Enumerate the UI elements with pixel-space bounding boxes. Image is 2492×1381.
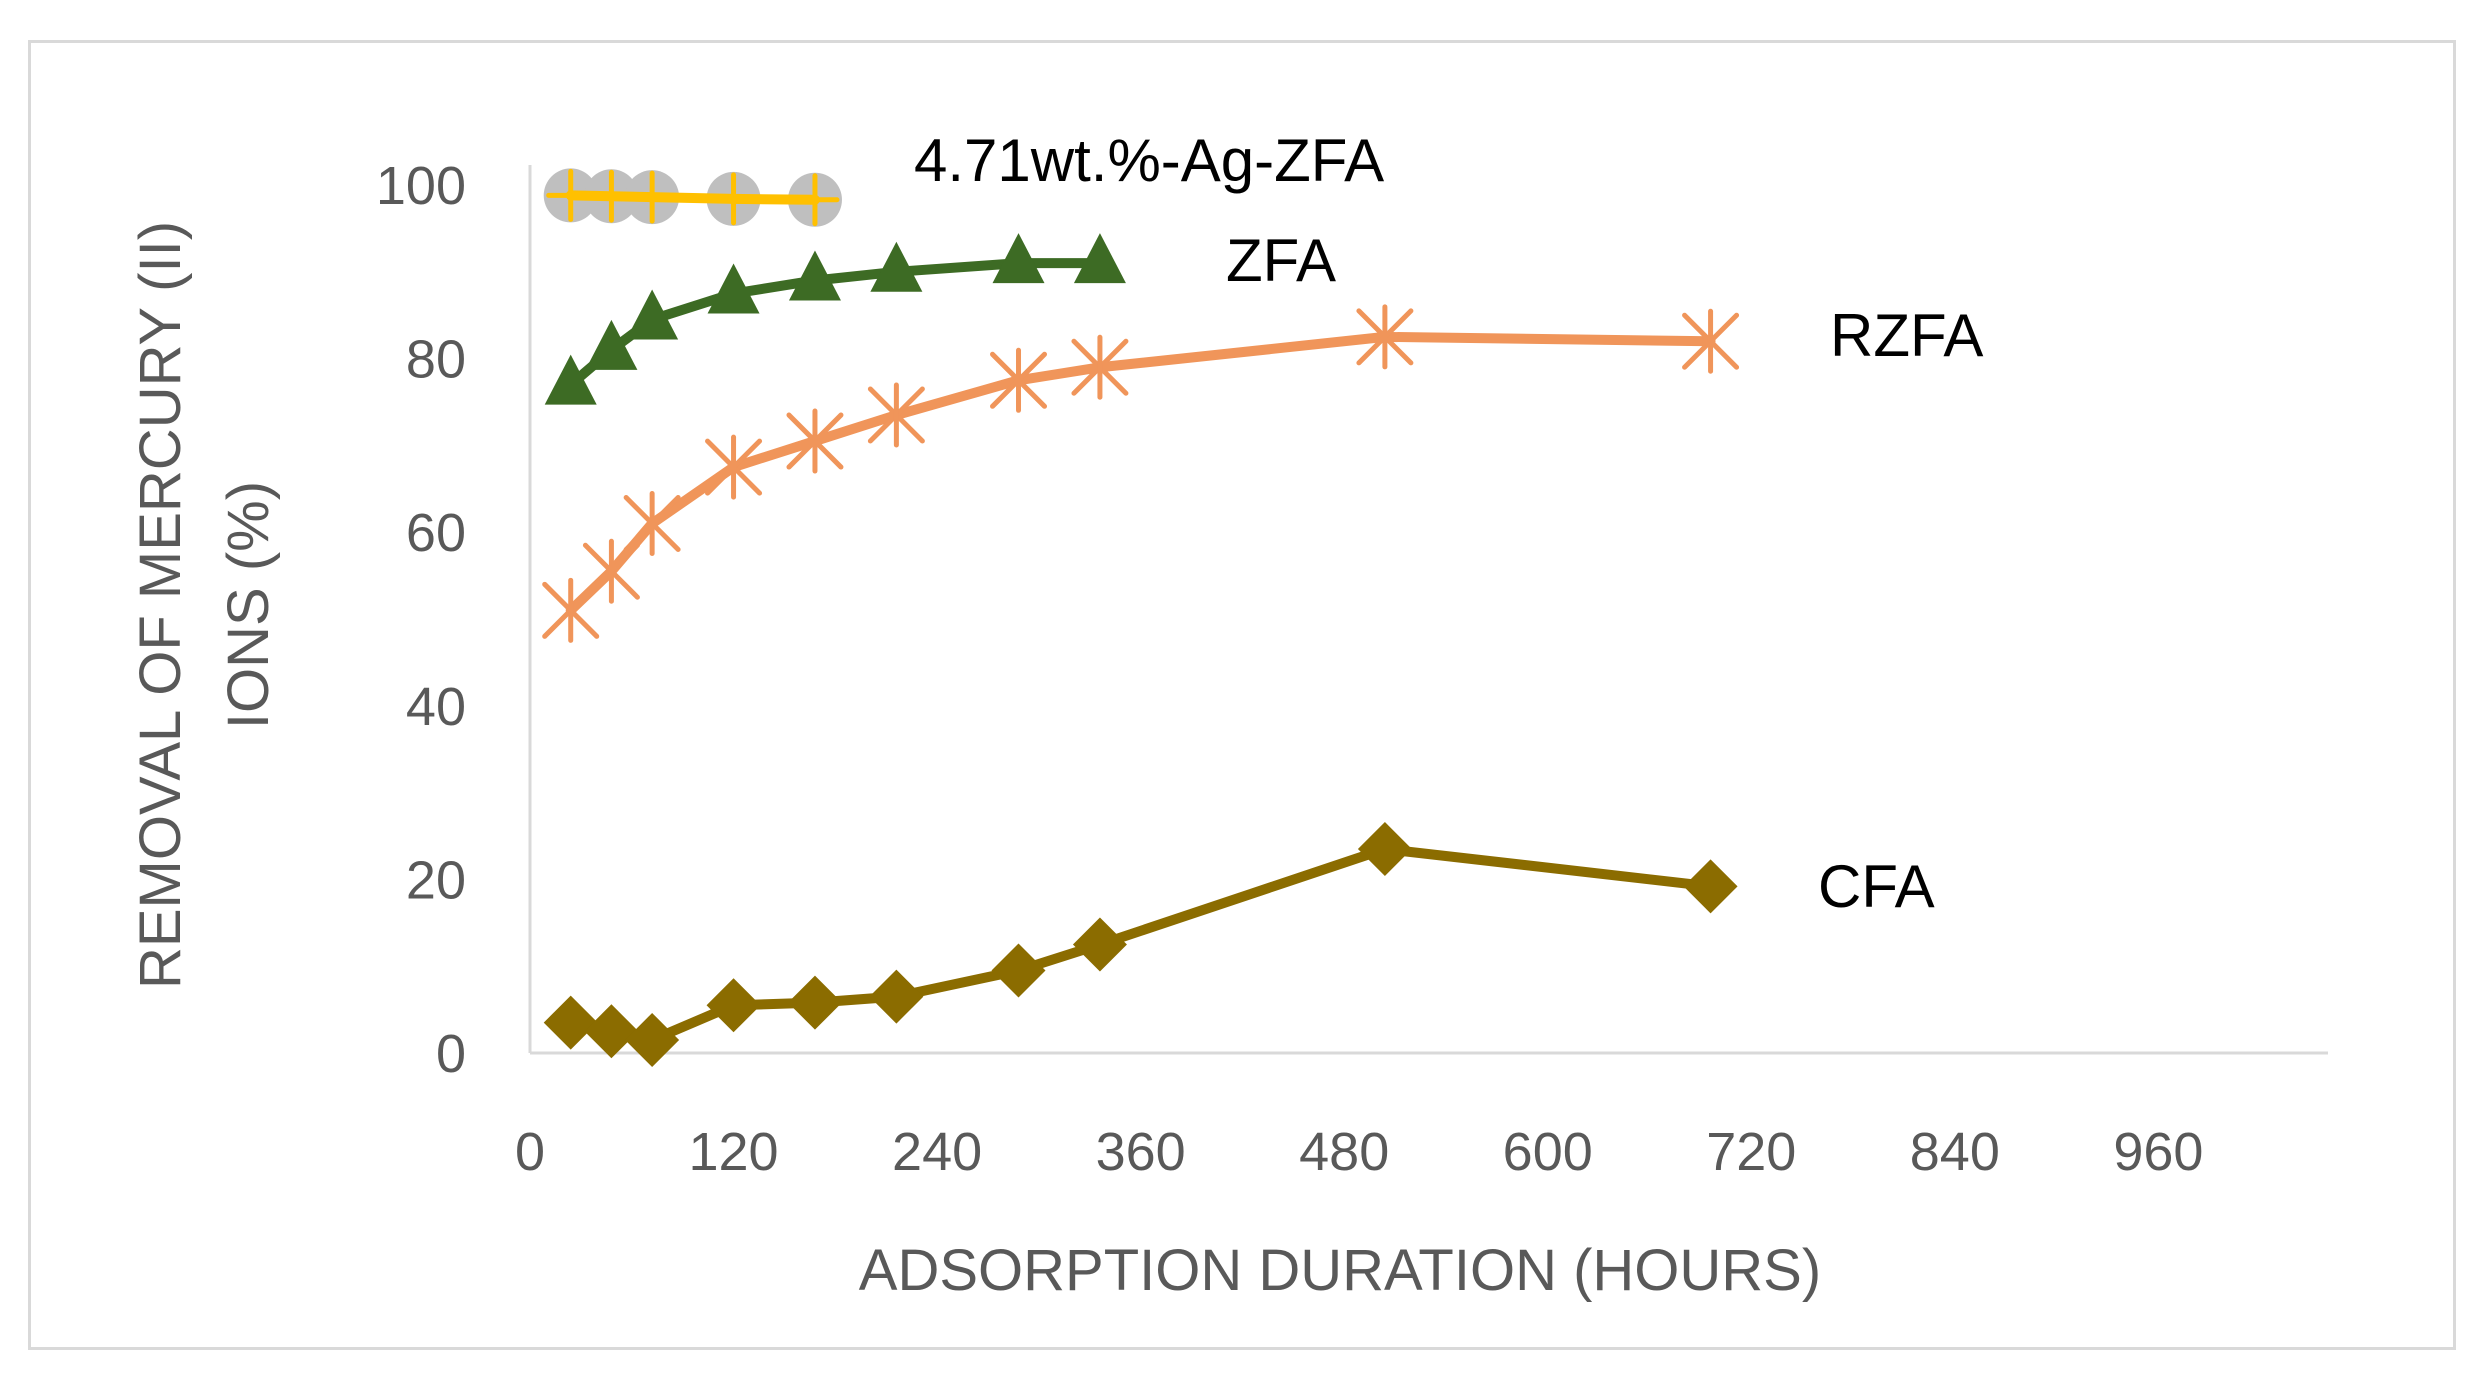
series-label-cfa: CFA	[1818, 853, 1935, 920]
data-point	[707, 263, 760, 314]
data-point	[869, 969, 924, 1024]
data-point	[705, 434, 763, 500]
x-tick-label: 720	[1706, 1122, 1796, 1182]
data-point	[585, 319, 638, 370]
x-tick-label: 120	[688, 1122, 778, 1182]
data-point	[623, 491, 681, 557]
data-point	[867, 382, 925, 448]
data-point	[1683, 859, 1738, 914]
data-point	[786, 408, 844, 474]
y-axis-title-line2: IONS (%)	[216, 481, 281, 729]
x-tick-label: 240	[892, 1122, 982, 1182]
data-point	[1073, 233, 1126, 284]
data-point	[706, 978, 761, 1033]
data-point	[582, 538, 640, 604]
data-point	[990, 347, 1048, 413]
axes: 0 20 40 60 80 100 0 120 240 360 480 600 720 840 960	[376, 156, 2328, 1182]
y-axis-title-line1: REMOVAL OF MERCURY (II)	[128, 221, 193, 989]
data-point	[627, 170, 677, 224]
series-layer	[542, 168, 1740, 1067]
data-point	[626, 289, 679, 340]
x-tick-label: 360	[1096, 1122, 1186, 1182]
x-tick-label: 0	[515, 1122, 545, 1182]
data-point	[787, 975, 842, 1030]
y-tick-label: 100	[376, 156, 466, 216]
data-point	[788, 250, 841, 301]
series-rzfa	[542, 304, 1740, 643]
x-axis-title: ADSORPTION DURATION (HOURS)	[859, 1238, 1821, 1303]
data-point	[544, 354, 597, 405]
data-point	[625, 1012, 680, 1067]
x-tick-label: 960	[2113, 1122, 2203, 1182]
x-tick-label: 840	[1910, 1122, 2000, 1182]
series-label-zfa: ZFA	[1226, 227, 1336, 294]
data-point	[586, 169, 636, 223]
series-label-ag-zfa: 4.71wt.%-Ag-ZFA	[914, 127, 1384, 194]
data-point	[1357, 822, 1412, 877]
data-point	[584, 1004, 639, 1059]
series-label-rzfa: RZFA	[1830, 302, 1983, 369]
y-tick-label: 20	[406, 850, 466, 910]
data-point	[543, 995, 598, 1050]
x-tick-label: 480	[1299, 1122, 1389, 1182]
x-tick-label: 600	[1503, 1122, 1593, 1182]
data-point	[870, 241, 923, 292]
y-tick-label: 0	[436, 1024, 466, 1084]
data-point	[1071, 334, 1129, 400]
y-tick-label: 40	[406, 677, 466, 737]
series-4-71wt-ag-zfa	[543, 168, 842, 227]
data-point	[991, 943, 1046, 998]
data-point	[992, 233, 1045, 284]
data-point	[1072, 917, 1127, 972]
y-tick-label: 60	[406, 503, 466, 563]
data-point	[542, 577, 600, 643]
series-zfa	[544, 233, 1126, 405]
data-point	[546, 168, 596, 222]
data-point	[709, 172, 759, 226]
series-cfa	[543, 822, 1738, 1067]
labels-layer: ADSORPTION DURATION (HOURS) REMOVAL OF M…	[128, 127, 1983, 1303]
data-point	[790, 173, 840, 227]
chart-frame	[28, 40, 2456, 1350]
y-tick-label: 80	[406, 330, 466, 390]
data-point	[1356, 304, 1414, 370]
data-point	[1682, 308, 1740, 374]
